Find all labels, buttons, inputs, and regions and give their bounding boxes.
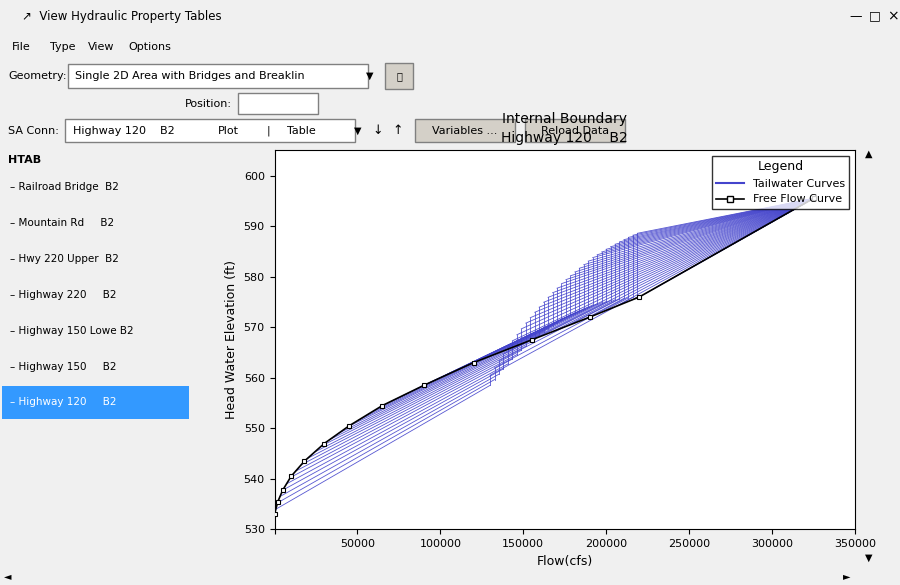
- Text: – Highway 150 Lowe B2: – Highway 150 Lowe B2: [10, 326, 134, 336]
- Text: SA Conn:: SA Conn:: [8, 126, 58, 136]
- Legend: Tailwater Curves, Free Flow Curve: Tailwater Curves, Free Flow Curve: [712, 156, 850, 209]
- Text: ◄: ◄: [4, 571, 12, 581]
- Text: File: File: [12, 42, 31, 52]
- Text: – Hwy 220 Upper  B2: – Hwy 220 Upper B2: [10, 254, 119, 264]
- Text: – Highway 150     B2: – Highway 150 B2: [10, 362, 117, 371]
- FancyBboxPatch shape: [415, 119, 515, 142]
- Text: ↑: ↑: [392, 124, 403, 137]
- Text: ▲: ▲: [865, 149, 872, 159]
- Text: Position:: Position:: [185, 99, 232, 109]
- Text: □: □: [869, 9, 881, 23]
- FancyBboxPatch shape: [385, 63, 413, 90]
- Title: Internal Boundary
Highway 120    B2: Internal Boundary Highway 120 B2: [501, 112, 628, 145]
- FancyBboxPatch shape: [68, 64, 368, 88]
- Y-axis label: Head Water Elevation (ft): Head Water Elevation (ft): [225, 260, 238, 419]
- Text: ▼: ▼: [865, 553, 872, 563]
- Text: ►: ►: [843, 571, 850, 581]
- Text: HTAB: HTAB: [8, 155, 41, 165]
- Text: —: —: [850, 9, 862, 23]
- FancyBboxPatch shape: [2, 386, 189, 419]
- Text: ↗  View Hydraulic Property Tables: ↗ View Hydraulic Property Tables: [22, 9, 221, 23]
- Text: – Railroad Bridge  B2: – Railroad Bridge B2: [10, 182, 119, 192]
- Text: Single 2D Area with Bridges and Breaklin: Single 2D Area with Bridges and Breaklin: [75, 71, 304, 81]
- FancyBboxPatch shape: [65, 119, 355, 142]
- Text: Type: Type: [50, 42, 76, 52]
- Text: |: |: [266, 126, 270, 136]
- Text: View: View: [88, 42, 114, 52]
- Text: Table: Table: [287, 126, 316, 136]
- Text: ▼: ▼: [366, 71, 373, 81]
- Text: 📄: 📄: [396, 71, 402, 81]
- Text: – Highway 220     B2: – Highway 220 B2: [10, 290, 117, 300]
- Text: ▼: ▼: [355, 126, 362, 136]
- Text: Options: Options: [128, 42, 171, 52]
- FancyBboxPatch shape: [238, 93, 318, 115]
- Text: Plot: Plot: [218, 126, 238, 136]
- Text: – Highway 120     B2: – Highway 120 B2: [10, 397, 117, 408]
- Text: ×: ×: [887, 9, 899, 23]
- Text: Reload Data: Reload Data: [541, 126, 609, 136]
- Text: Highway 120    B2: Highway 120 B2: [73, 126, 175, 136]
- Text: Geometry:: Geometry:: [8, 71, 67, 81]
- Text: ↓: ↓: [373, 124, 383, 137]
- Text: – Mountain Rd     B2: – Mountain Rd B2: [10, 218, 114, 228]
- FancyBboxPatch shape: [525, 119, 625, 142]
- Text: Variables ...: Variables ...: [432, 126, 498, 136]
- X-axis label: Flow(cfs): Flow(cfs): [536, 555, 593, 567]
